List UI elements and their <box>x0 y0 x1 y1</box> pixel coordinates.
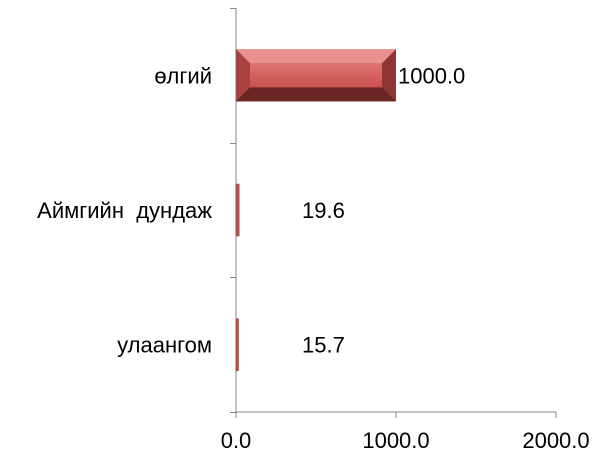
data-label: 15.7 <box>302 333 345 358</box>
bar <box>235 318 239 371</box>
category-label: улаангом <box>117 333 212 358</box>
bar <box>236 49 396 102</box>
labels: 0.0 1000.0 2000.0 өлгий 1000.0 Аймгийн дундаж… <box>37 63 589 453</box>
x-tick-label: 1000.0 <box>362 428 429 453</box>
category-label: өлгий <box>154 63 212 88</box>
x-tick-label: 0.0 <box>221 428 252 453</box>
tick-marks <box>230 8 557 418</box>
x-tick-label: 2000.0 <box>522 428 589 453</box>
data-label: 19.6 <box>302 198 345 223</box>
category-label: Аймгийн дундаж <box>37 198 212 223</box>
data-label: 1000.0 <box>398 63 465 88</box>
bar <box>235 183 240 237</box>
bars <box>235 49 396 371</box>
